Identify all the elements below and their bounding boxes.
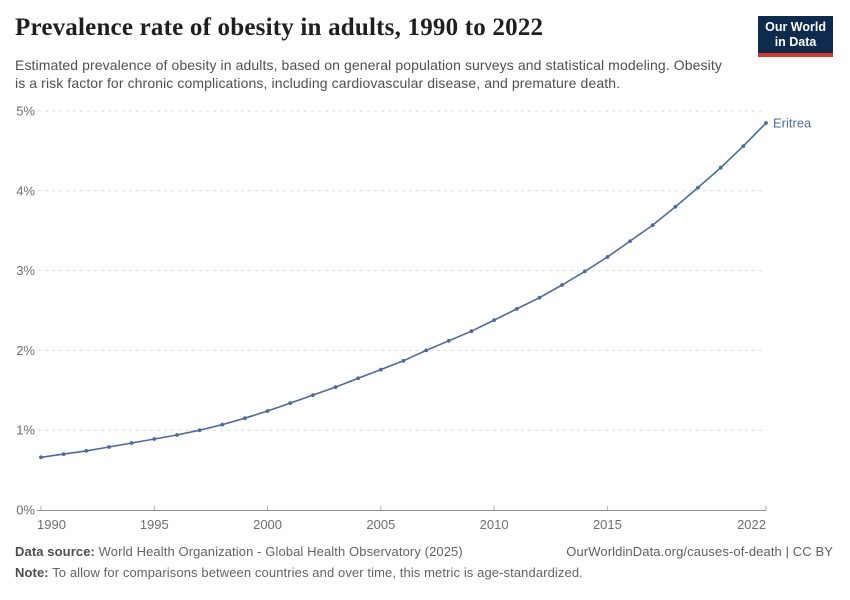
y-tick-label-1%: 1% [16,423,35,438]
data-point-2010[interactable] [492,318,496,322]
footer-note: Note: To allow for comparisons between c… [15,565,833,580]
data-point-2011[interactable] [514,307,519,311]
x-tick-label-1990: 1990 [37,517,66,532]
x-tick-label-2005: 2005 [366,517,395,532]
data-point-2012[interactable] [537,295,542,300]
chart-subtitle: Estimated prevalence of obesity in adult… [15,57,722,92]
footer-link[interactable]: OurWorldinData.org/causes-of-death | CC … [566,544,833,559]
data-point-2015[interactable] [605,255,610,259]
series-label-eritrea[interactable]: Eritrea [773,115,812,130]
line-chart: 0% 1% 2% 3% 4% 5% 1990 1995 2000 2005 2010 2015 2022… [16,104,812,533]
data-source: Data source: World Health Organization -… [15,544,463,559]
x-tick-label-2022: 2022 [737,517,766,532]
data-point-1992[interactable] [84,449,89,453]
data-point-2004[interactable] [356,376,361,381]
data-point-1990[interactable] [39,455,43,460]
footer-note-label: Note: [15,565,49,580]
data-point-2016[interactable] [628,239,632,244]
y-tick-label-0%: 0% [16,503,35,518]
data-point-1999[interactable] [243,416,247,421]
data-point-2002[interactable] [311,393,315,397]
owid-logo-line1: Our World [765,20,826,34]
data-point-2014[interactable] [582,269,587,274]
footer-note-text: To allow for comparisons between countri… [52,565,583,580]
x-tick-label-1995: 1995 [140,517,169,532]
data-point-2007[interactable] [424,348,429,353]
data-point-2019[interactable] [696,185,700,190]
data-point-1993[interactable] [107,445,111,449]
data-point-2009[interactable] [469,329,474,334]
series-line-eritrea[interactable] [40,122,767,459]
y-tick-label-4%: 4% [16,183,35,198]
owid-logo[interactable]: Our World in Data [758,16,833,57]
x-tick-label-2015: 2015 [593,517,622,532]
data-point-2021[interactable] [741,144,746,149]
data-point-1995[interactable] [152,437,157,441]
data-point-2020[interactable] [718,165,723,170]
data-point-2022[interactable] [764,121,768,125]
x-tick-label-2010: 2010 [480,517,509,532]
data-point-1997[interactable] [197,428,202,433]
data-point-2017[interactable] [650,223,655,228]
chart-footer: Data source: World Health Organization -… [15,544,833,580]
data-point-1996[interactable] [175,433,179,437]
data-point-2003[interactable] [333,385,338,389]
data-point-1998[interactable] [220,422,225,427]
owid-logo-line2: in Data [774,34,817,49]
data-source-label: Data source: [15,544,95,559]
data-point-2001[interactable] [288,401,293,405]
x-tick-label-2000: 2000 [253,517,282,532]
data-point-2006[interactable] [401,358,406,363]
data-point-2013[interactable] [560,283,564,287]
data-point-1991[interactable] [61,452,66,456]
y-tick-label-5%: 5% [16,104,35,119]
data-source-text: World Health Organization - Global Healt… [98,544,463,559]
y-tick-label-2%: 2% [16,343,35,358]
y-tick-label-3%: 3% [16,263,35,278]
data-point-2000[interactable] [265,409,270,413]
data-point-2005[interactable] [378,367,383,372]
data-point-1994[interactable] [129,441,134,445]
page-title: Prevalence rate of obesity in adults, 19… [15,14,544,41]
data-point-2008[interactable] [446,338,451,343]
data-point-2018[interactable] [673,204,678,209]
